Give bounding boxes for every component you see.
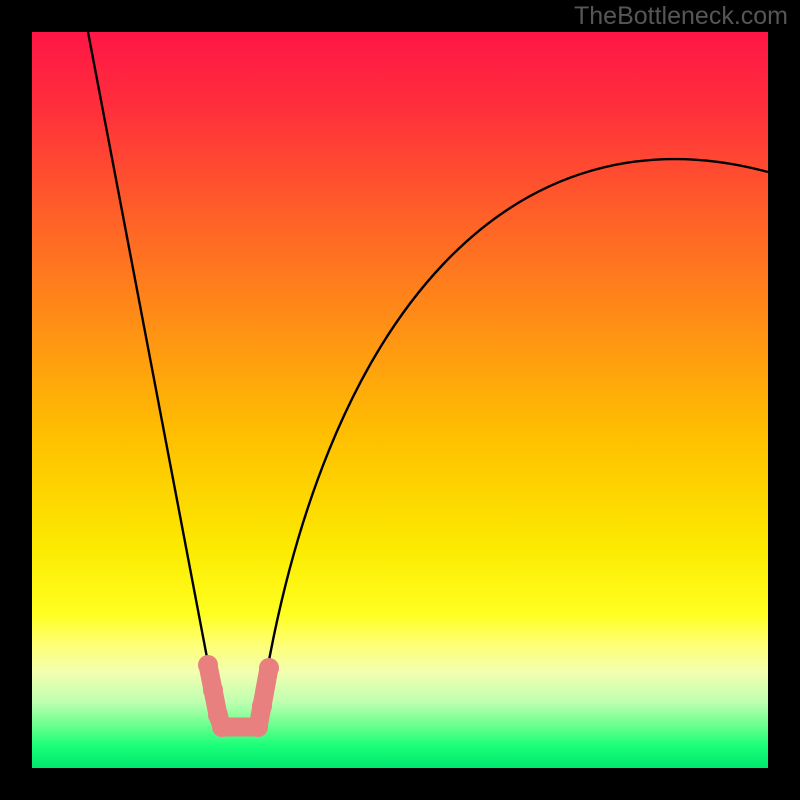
curve-left — [88, 32, 220, 726]
canvas: TheBottleneck.com — [0, 0, 800, 800]
curve-right — [258, 159, 768, 726]
marker-dot — [259, 658, 279, 678]
marker-dot — [203, 680, 223, 700]
marker-dot — [198, 655, 218, 675]
watermark-text: TheBottleneck.com — [574, 2, 788, 31]
overlay-svg — [0, 0, 800, 800]
marker-dot — [252, 696, 272, 716]
marker-dot — [212, 717, 232, 737]
marker-dot — [248, 717, 268, 737]
